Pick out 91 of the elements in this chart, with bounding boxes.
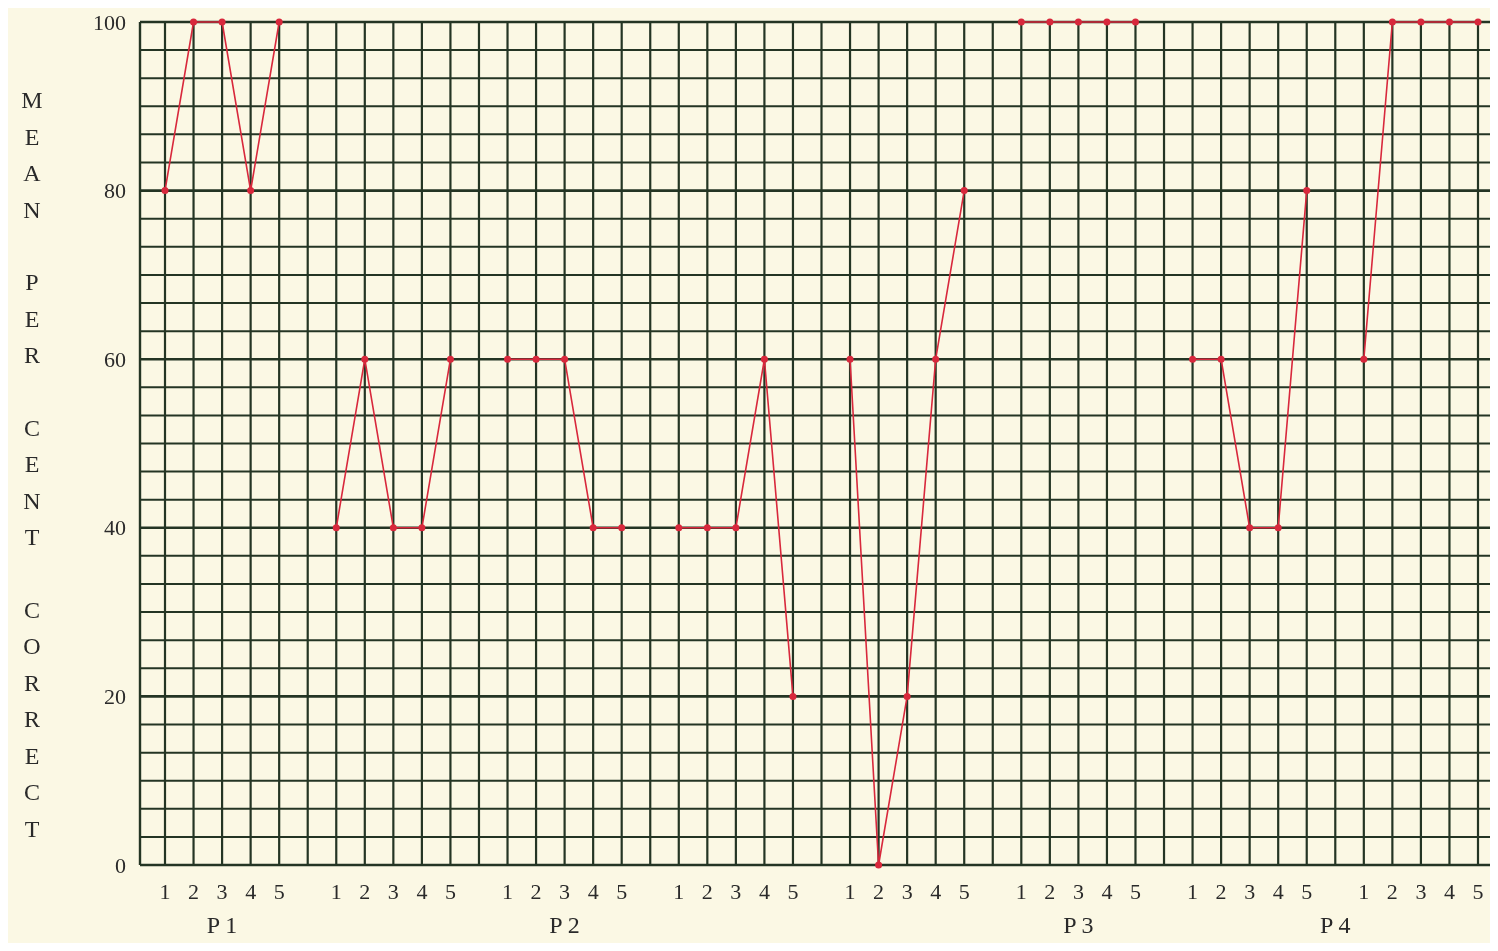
point (846, 355, 854, 363)
point (760, 355, 768, 363)
point (161, 187, 169, 195)
point (903, 692, 911, 700)
point (1303, 187, 1311, 195)
point (275, 18, 283, 26)
x-tick-label: 5 (1472, 878, 1484, 904)
point (1388, 18, 1396, 26)
text: MEAN PER CENT CORRECT (21, 87, 43, 842)
point (561, 355, 569, 363)
point (732, 524, 740, 532)
x-tick-label: 2 (1044, 878, 1056, 904)
text: P 4 (1320, 912, 1351, 938)
point (418, 524, 426, 532)
point (789, 692, 797, 700)
point (1103, 18, 1111, 26)
x-tick-label: 4 (1272, 878, 1284, 904)
x-tick-label: 3 (559, 878, 571, 904)
y-tick-label: 80 (104, 178, 126, 204)
x-tick-label: 5 (616, 878, 628, 904)
x-tick-label: 1 (673, 878, 685, 904)
point (1417, 18, 1425, 26)
x-tick-label: 2 (188, 878, 200, 904)
point (675, 524, 683, 532)
point (247, 187, 255, 195)
point (1274, 524, 1282, 532)
x-tick-label: 3 (216, 878, 228, 904)
point (218, 18, 226, 26)
y-tick-label: 40 (104, 515, 126, 541)
x-tick-label: 3 (730, 878, 742, 904)
point (504, 355, 512, 363)
point (932, 355, 940, 363)
point (1046, 18, 1054, 26)
x-tick-label: 4 (245, 878, 257, 904)
point (389, 524, 397, 532)
x-tick-label: 3 (1244, 878, 1256, 904)
y-tick-label: 100 (93, 9, 126, 35)
x-tick-label: 2 (1386, 878, 1398, 904)
x-tick-label: 1 (1187, 878, 1199, 904)
point (875, 861, 883, 869)
point (1131, 18, 1139, 26)
text: P 3 (1063, 912, 1094, 938)
y-tick-label: 0 (115, 852, 126, 878)
x-tick-label: 3 (1072, 878, 1084, 904)
x-tick-label: 5 (1129, 878, 1141, 904)
point (332, 524, 340, 532)
x-tick-label: 3 (901, 878, 913, 904)
text: P 1 (206, 912, 238, 938)
x-tick-label: 4 (758, 878, 770, 904)
x-tick-label: 3 (1415, 878, 1427, 904)
x-tick-label: 2 (701, 878, 713, 904)
point (1246, 524, 1254, 532)
x-tick-label: 1 (1358, 878, 1370, 904)
text: P 2 (549, 912, 580, 938)
point (589, 524, 597, 532)
y-tick-label: 20 (104, 683, 126, 709)
x-tick-label: 2 (1215, 878, 1227, 904)
point (361, 355, 369, 363)
x-tick-label: 4 (930, 878, 942, 904)
x-tick-label: 1 (844, 878, 856, 904)
x-tick-label: 4 (1101, 878, 1113, 904)
x-tick-label: 1 (502, 878, 514, 904)
x-tick-label: 2 (873, 878, 885, 904)
x-tick-label: 3 (387, 878, 399, 904)
y-tick-label: 60 (104, 346, 126, 372)
point (1189, 355, 1197, 363)
x-tick-label: 2 (359, 878, 371, 904)
point (1217, 355, 1225, 363)
point (532, 355, 540, 363)
x-tick-label: 5 (273, 878, 285, 904)
x-tick-label: 1 (330, 878, 342, 904)
point (1074, 18, 1082, 26)
x-tick-label: 5 (1301, 878, 1313, 904)
x-tick-label: 4 (1443, 878, 1455, 904)
x-tick-label: 4 (587, 878, 599, 904)
point (618, 524, 626, 532)
point (190, 18, 198, 26)
x-tick-label: 5 (958, 878, 970, 904)
point (1445, 18, 1453, 26)
point (703, 524, 711, 532)
x-tick-label: 5 (444, 878, 456, 904)
point (446, 355, 454, 363)
x-tick-label: 1 (159, 878, 171, 904)
x-tick-label: 1 (1015, 878, 1027, 904)
x-tick-label: 5 (787, 878, 799, 904)
point (1360, 355, 1368, 363)
point (960, 187, 968, 195)
x-tick-label: 2 (530, 878, 542, 904)
x-tick-label: 4 (416, 878, 428, 904)
point (1474, 18, 1482, 26)
point (1017, 18, 1025, 26)
